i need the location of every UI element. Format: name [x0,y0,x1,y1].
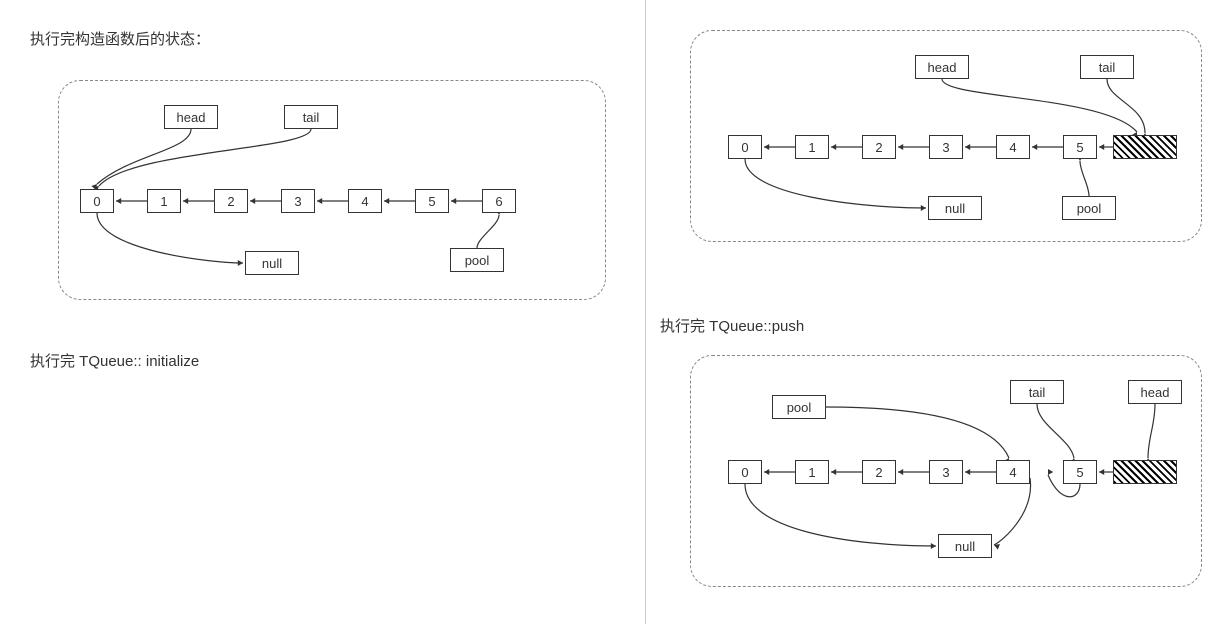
d1-pool-label: pool [450,248,504,272]
d3-pool-label: pool [772,395,826,419]
d3-node-5: 5 [1063,460,1097,484]
d1-null-label: null [245,251,299,275]
d2-node-dummy [1113,135,1177,159]
d2-node-1: 1 [795,135,829,159]
d2-node-2: 2 [862,135,896,159]
column-divider [645,0,646,624]
d1-node-1: 1 [147,189,181,213]
d1-head-label: head [164,105,218,129]
d2-null-label: null [928,196,982,220]
d2-node-5: 5 [1063,135,1097,159]
d3-node-4: 4 [996,460,1030,484]
d1-node-4: 4 [348,189,382,213]
d1-node-3: 3 [281,189,315,213]
caption-after-constructor: 执行完构造函数后的状态： [30,28,210,49]
caption-push: 执行完 TQueue::push [660,315,804,336]
d3-tail-label: tail [1010,380,1064,404]
caption-initialize: 执行完 TQueue:: initialize [30,350,199,371]
d1-node-2: 2 [214,189,248,213]
d2-pool-label: pool [1062,196,1116,220]
d3-node-2: 2 [862,460,896,484]
d1-node-0: 0 [80,189,114,213]
d1-tail-label: tail [284,105,338,129]
d1-node-6: 6 [482,189,516,213]
d2-tail-label: tail [1080,55,1134,79]
d2-node-4: 4 [996,135,1030,159]
d2-head-label: head [915,55,969,79]
d3-node-3: 3 [929,460,963,484]
d3-head-label: head [1128,380,1182,404]
d3-null-label: null [938,534,992,558]
d2-node-0: 0 [728,135,762,159]
d3-node-1: 1 [795,460,829,484]
d3-node-dummy [1113,460,1177,484]
d2-node-3: 3 [929,135,963,159]
d3-node-0: 0 [728,460,762,484]
d1-node-5: 5 [415,189,449,213]
